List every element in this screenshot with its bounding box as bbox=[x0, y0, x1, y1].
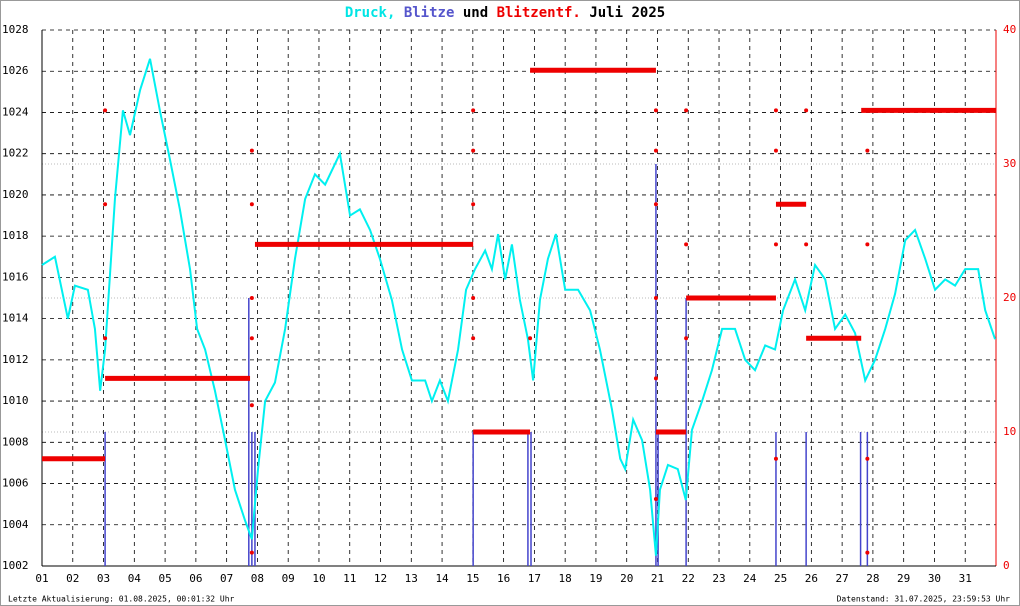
distance-point bbox=[103, 108, 108, 113]
x-tick-label: 14 bbox=[435, 572, 449, 585]
distance-point bbox=[653, 497, 658, 501]
footer-right: Datenstand: 31.07.2025, 23:59:53 Uhr bbox=[837, 595, 1011, 604]
distance-point bbox=[103, 336, 108, 341]
x-tick-label: 12 bbox=[374, 572, 387, 585]
distance-point bbox=[249, 148, 254, 153]
x-tick-label: 17 bbox=[528, 572, 541, 585]
y2-tick-label: 20 bbox=[1003, 291, 1016, 304]
x-tick-label: 16 bbox=[497, 572, 510, 585]
distance-point bbox=[865, 148, 870, 153]
distance-point bbox=[684, 108, 689, 113]
x-tick-label: 15 bbox=[466, 572, 479, 585]
x-tick-label: 01 bbox=[35, 572, 48, 585]
distance-point bbox=[471, 108, 476, 113]
distance-point bbox=[471, 148, 476, 153]
title-part: Druck, bbox=[345, 5, 396, 21]
y-tick-label: 1026 bbox=[2, 64, 29, 77]
x-tick-label: 20 bbox=[620, 572, 633, 585]
distance-point bbox=[684, 242, 689, 247]
y2-tick-label: 0 bbox=[1003, 559, 1010, 572]
distance-point bbox=[471, 202, 476, 207]
x-tick-label: 21 bbox=[651, 572, 664, 585]
x-tick-label: 11 bbox=[343, 572, 356, 585]
title-part: Juli 2025 bbox=[589, 5, 665, 21]
distance-point bbox=[773, 148, 778, 153]
distance-point bbox=[653, 296, 658, 300]
x-tick-label: 27 bbox=[836, 572, 849, 585]
y-tick-label: 1018 bbox=[2, 229, 29, 242]
y-tick-label: 1012 bbox=[2, 353, 29, 366]
x-tick-label: 31 bbox=[959, 572, 972, 585]
x-tick-label: 28 bbox=[866, 572, 879, 585]
x-tick-label: 24 bbox=[743, 572, 757, 585]
x-tick-label: 26 bbox=[805, 572, 818, 585]
x-tick-label: 07 bbox=[220, 572, 233, 585]
y-tick-label: 1020 bbox=[2, 188, 29, 201]
distance-point bbox=[249, 550, 254, 555]
y-tick-label: 1004 bbox=[2, 518, 29, 531]
y2-tick-label: 40 bbox=[1003, 23, 1016, 36]
distance-point bbox=[103, 202, 108, 207]
distance-point bbox=[865, 456, 870, 461]
distance-point bbox=[471, 296, 476, 300]
distance-point bbox=[865, 550, 870, 555]
title-part: und bbox=[463, 5, 488, 21]
chart-title: Druck, Blitze und Blitzentf. Juli 2025 bbox=[345, 5, 665, 21]
x-tick-label: 06 bbox=[189, 572, 202, 585]
x-tick-label: 30 bbox=[928, 572, 941, 585]
y2-tick-label: 10 bbox=[1003, 425, 1016, 438]
distance-point bbox=[653, 148, 658, 153]
distance-point bbox=[249, 403, 254, 408]
distance-point bbox=[653, 376, 658, 381]
distance-point bbox=[773, 108, 778, 113]
x-tick-label: 05 bbox=[158, 572, 171, 585]
distance-point bbox=[249, 336, 254, 341]
x-tick-label: 09 bbox=[282, 572, 295, 585]
distance-point bbox=[249, 296, 254, 300]
x-tick-label: 23 bbox=[712, 572, 725, 585]
x-tick-label: 04 bbox=[128, 572, 142, 585]
distance-point bbox=[684, 336, 689, 341]
x-tick-label: 13 bbox=[405, 572, 418, 585]
pressure-line bbox=[41, 58, 997, 556]
distance-point bbox=[528, 336, 533, 341]
distance-point bbox=[653, 108, 658, 113]
title-part: Blitzentf. bbox=[497, 5, 581, 21]
y-tick-label: 1022 bbox=[2, 147, 29, 160]
distance-point bbox=[773, 456, 778, 461]
y-tick-label: 1028 bbox=[2, 23, 29, 36]
x-tick-label: 19 bbox=[589, 572, 602, 585]
distance-point bbox=[804, 108, 809, 113]
y-tick-label: 1006 bbox=[2, 477, 29, 490]
distance-point bbox=[865, 242, 870, 247]
distance-point bbox=[249, 202, 254, 207]
x-tick-label: 08 bbox=[251, 572, 264, 585]
title-part: Blitze bbox=[404, 5, 455, 21]
x-tick-label: 18 bbox=[559, 572, 572, 585]
y-tick-label: 1008 bbox=[2, 435, 29, 448]
y2-tick-label: 30 bbox=[1003, 157, 1016, 170]
y-tick-label: 1014 bbox=[2, 312, 29, 325]
y-tick-label: 1016 bbox=[2, 270, 29, 283]
x-tick-label: 02 bbox=[66, 572, 79, 585]
distance-point bbox=[773, 242, 778, 247]
x-tick-label: 03 bbox=[97, 572, 110, 585]
x-tick-label: 25 bbox=[774, 572, 787, 585]
y-tick-label: 1024 bbox=[2, 105, 29, 118]
x-tick-label: 10 bbox=[312, 572, 325, 585]
y-tick-label: 1010 bbox=[2, 394, 29, 407]
x-tick-label: 22 bbox=[682, 572, 695, 585]
y-tick-label: 1002 bbox=[2, 559, 29, 572]
footer-left: Letzte Aktualisierung: 01.08.2025, 00:01… bbox=[8, 595, 235, 604]
distance-point bbox=[653, 202, 658, 207]
distance-point bbox=[471, 336, 476, 341]
distance-point bbox=[804, 242, 809, 247]
x-tick-label: 29 bbox=[897, 572, 910, 585]
